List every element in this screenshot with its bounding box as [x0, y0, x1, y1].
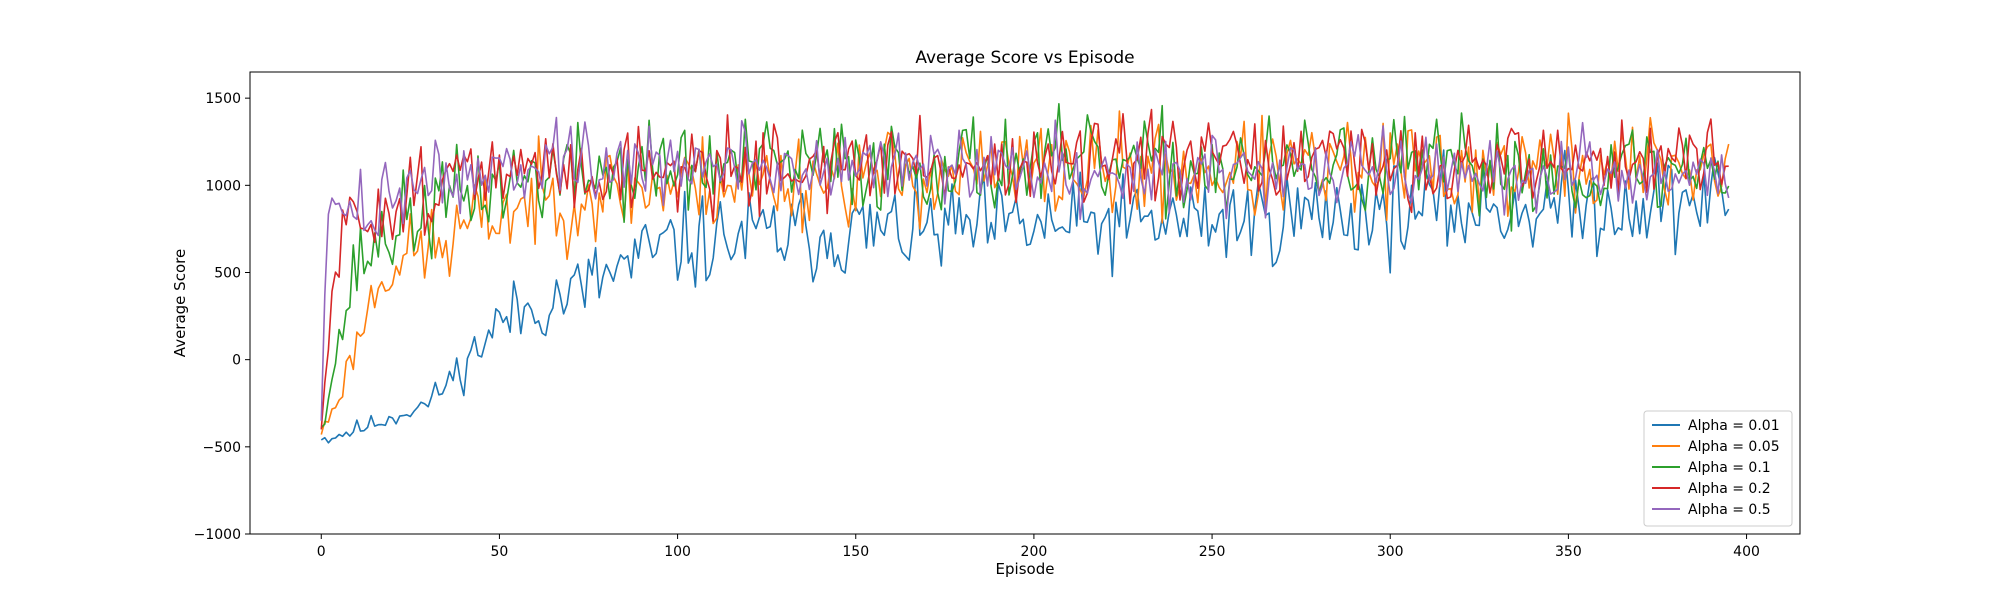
- y-axis: −1000 −500 0 500 1000 1500: [194, 91, 250, 543]
- legend-label: Alpha = 0.2: [1688, 481, 1771, 497]
- x-tick-label: 250: [1199, 544, 1226, 560]
- legend-box: [1643, 410, 1793, 527]
- x-tick-label: 0: [317, 544, 326, 560]
- chart-title: Average Score vs Episode: [915, 48, 1134, 68]
- x-tick-label: 50: [491, 544, 509, 560]
- x-tick-label: 400: [1733, 544, 1760, 560]
- y-tick-label: 1500: [205, 91, 241, 107]
- y-tick-label: −1000: [194, 527, 241, 543]
- legend-label: Alpha = 0.01: [1688, 418, 1780, 434]
- x-axis: 0 50 100 150 200 250 300 350 400: [317, 534, 1760, 560]
- series-line-0: [320, 149, 1730, 444]
- y-tick-label: 0: [232, 353, 241, 369]
- x-tick-label: 150: [842, 544, 869, 560]
- x-tick-label: 350: [1555, 544, 1582, 560]
- legend-label: Alpha = 0.05: [1688, 439, 1780, 455]
- series-line-4: [320, 116, 1730, 421]
- axes-frame: [249, 71, 1801, 535]
- series-layer: [320, 103, 1730, 444]
- legend: Alpha = 0.01 Alpha = 0.05 Alpha = 0.1 Alpha…: [1643, 410, 1793, 527]
- x-tick-label: 100: [664, 544, 691, 560]
- y-tick-label: 1000: [205, 178, 241, 194]
- y-axis-label: Average Score: [171, 249, 189, 357]
- legend-label: Alpha = 0.5: [1688, 502, 1771, 518]
- y-tick-label: 500: [214, 265, 241, 281]
- x-axis-label: Episode: [996, 560, 1055, 578]
- x-tick-label: 200: [1021, 544, 1048, 560]
- x-tick-label: 300: [1377, 544, 1404, 560]
- y-tick-label: −500: [203, 440, 241, 456]
- legend-label: Alpha = 0.1: [1688, 460, 1771, 476]
